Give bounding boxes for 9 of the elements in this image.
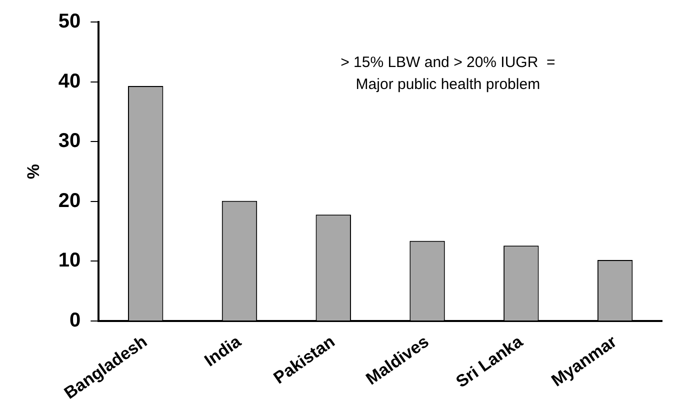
y-axis-title: %	[24, 164, 43, 180]
annotation: > 15% LBW and > 20% IUGR = Major public health problem	[340, 54, 556, 93]
y-tick-label: 40	[58, 70, 81, 92]
y-tick-label: 50	[58, 10, 81, 33]
x-tick-label: India	[201, 332, 245, 370]
y-tick-label: 20	[58, 190, 81, 212]
y-tick-label: 0	[70, 310, 81, 332]
y-tick-label: 30	[58, 130, 81, 152]
y-tick-label: 10	[58, 250, 81, 272]
